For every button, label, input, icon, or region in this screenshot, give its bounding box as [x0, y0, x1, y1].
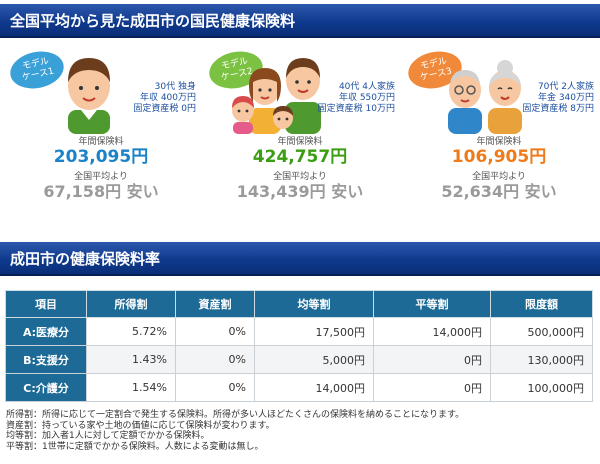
profile-income: 年収 400万円 [139, 93, 196, 103]
table-header-row: 項目 所得割 資産割 均等割 平等割 限度額 [5, 290, 593, 318]
savings-amount: 67,158円 安い [43, 182, 159, 201]
definition-notes: 所得割：所得に応じて一定割合で発生する保険料。所得が多い人ほどたくさんの保険料を… [6, 410, 600, 452]
section-title-comparison: 全国平均から見た成田市の国民健康保険料 [0, 4, 600, 38]
case-illustration: モデル ケース1 30代 独身 年収 400万円 固定資産税 0円 [2, 46, 200, 134]
table-cell: 5.72% [86, 317, 176, 346]
table-row: A:医療分 5.72% 0% 17,500円 14,000円 500,000円 [5, 317, 593, 346]
table-row: B:支援分 1.43% 0% 5,000円 0円 130,000円 [5, 345, 593, 374]
section-title-rates: 成田市の健康保険料率 [0, 242, 600, 276]
annual-premium-amount: 203,095円 [53, 147, 149, 167]
table-cell: 17,500円 [254, 317, 374, 346]
model-cases: モデル ケース1 30代 独身 年収 400万円 固定資産税 0円 年間保険料 2… [0, 38, 600, 234]
column-header: 資産割 [175, 290, 255, 318]
profile-property-tax: 固定資産税 8万円 [522, 104, 594, 114]
table-cell: 0% [175, 373, 255, 402]
annual-premium-label: 年間保険料 [476, 137, 522, 147]
annual-premium-label: 年間保険料 [78, 137, 124, 147]
profile-age: 70代 2人家族 [537, 82, 594, 92]
table-cell: 1.54% [86, 373, 176, 402]
case-metrics: 年間保険料 106,905円 全国平均より 52,634円 安い [400, 134, 598, 202]
case-metrics: 年間保険料 424,757円 全国平均より 143,439円 安い [201, 134, 399, 202]
column-header: 項目 [5, 290, 87, 318]
table-cell: 500,000円 [490, 317, 593, 346]
case-illustration: モデル ケース2 40代 [201, 46, 399, 134]
model-case-1: モデル ケース1 30代 独身 年収 400万円 固定資産税 0円 年間保険料 2… [2, 46, 200, 234]
case-illustration: モデル ケース3 70代 2人家族 年金 340万円 固定資産税 [400, 46, 598, 134]
model-case-2: モデル ケース2 40代 [201, 46, 399, 234]
model-case-3: モデル ケース3 70代 2人家族 年金 340万円 固定資産税 [400, 46, 598, 234]
profile-property-tax: 固定資産税 10万円 [317, 104, 395, 114]
note-asset-levy: 資産割：持っている家や土地の価値に応じて保険料が変わります。 [6, 420, 275, 431]
annual-premium-amount: 424,757円 [252, 147, 348, 167]
case-profile: 40代 4人家族 年収 550万円 固定資産税 10万円 [318, 82, 395, 115]
table-cell: 0円 [373, 345, 491, 374]
family-icon [232, 58, 321, 134]
annual-premium-label: 年間保険料 [277, 137, 323, 147]
column-header: 均等割 [254, 290, 374, 318]
table-row: C:介護分 1.54% 0% 14,000円 0円 100,000円 [5, 373, 593, 402]
note-per-capita-levy: 均等割：加入者1人に対して定額でかかる保険料。 [6, 431, 210, 441]
compare-label: 全国平均より [472, 172, 526, 182]
compare-label: 全国平均より [74, 172, 128, 182]
compare-label: 全国平均より [273, 172, 327, 182]
table-cell: 1.43% [86, 345, 176, 374]
case-metrics: 年間保険料 203,095円 全国平均より 67,158円 安い [2, 134, 200, 202]
case-profile: 70代 2人家族 年金 340万円 固定資産税 8万円 [522, 82, 594, 115]
profile-age: 40代 4人家族 [338, 82, 395, 92]
annual-premium-amount: 106,905円 [451, 147, 547, 167]
profile-pension: 年金 340万円 [537, 93, 594, 103]
row-label: A:医療分 [5, 317, 87, 346]
note-income-levy: 所得割：所得に応じて一定割合で発生する保険料。所得が多い人ほどたくさんの保険料を… [6, 410, 465, 420]
profile-property-tax: 固定資産税 0円 [133, 104, 196, 114]
profile-age: 30代 独身 [154, 82, 196, 92]
column-header: 限度額 [490, 290, 593, 318]
table-cell: 0% [175, 345, 255, 374]
table-cell: 14,000円 [254, 373, 374, 402]
table-cell: 0% [175, 317, 255, 346]
table-cell: 100,000円 [490, 373, 593, 402]
table-cell: 5,000円 [254, 345, 374, 374]
table-cell: 130,000円 [490, 345, 593, 374]
single-person-icon [68, 58, 110, 134]
note-per-household-levy: 平等割：1世帯に定額でかかる保険料。人数による変動は無し。 [6, 441, 264, 452]
case-profile: 30代 独身 年収 400万円 固定資産税 0円 [133, 82, 196, 115]
column-header: 所得割 [86, 290, 176, 318]
savings-amount: 143,439円 安い [236, 182, 364, 201]
savings-amount: 52,634円 安い [441, 182, 557, 201]
elderly-couple-icon [448, 60, 522, 134]
row-label: C:介護分 [5, 373, 87, 402]
table-cell: 14,000円 [373, 317, 491, 346]
rate-table: 項目 所得割 資産割 均等割 平等割 限度額 A:医療分 5.72% 0% 17… [5, 290, 593, 402]
table-cell: 0円 [373, 373, 491, 402]
row-label: B:支援分 [5, 345, 87, 374]
profile-income: 年収 550万円 [338, 93, 395, 103]
column-header: 平等割 [373, 290, 491, 318]
